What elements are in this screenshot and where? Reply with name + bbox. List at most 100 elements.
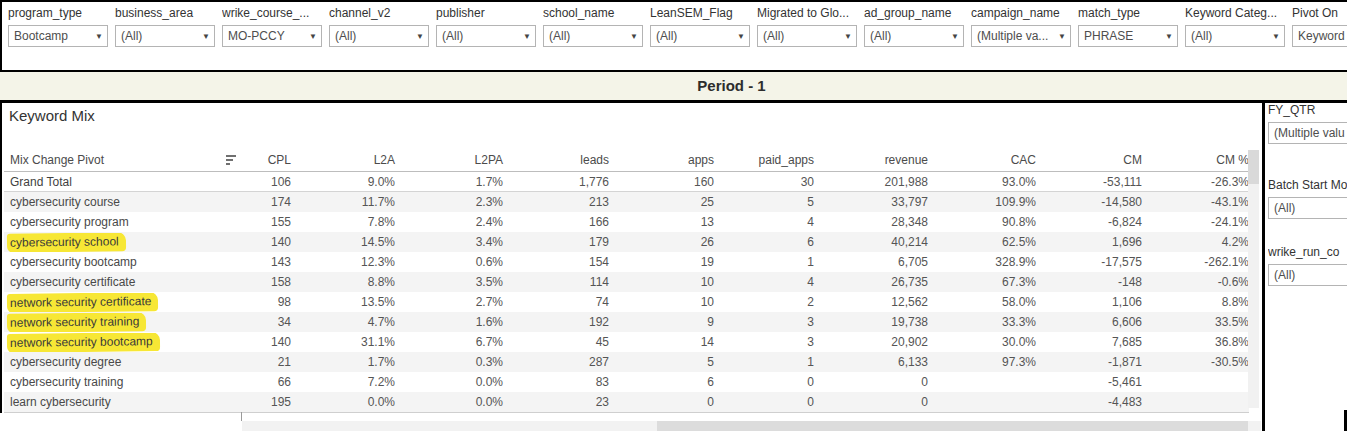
cell-l2pa[interactable]: 0.3% bbox=[395, 355, 503, 369]
cell-l2pa[interactable]: 0.0% bbox=[395, 375, 503, 389]
side-filter-dropdown-wrike-run-co[interactable]: (All)▼ bbox=[1268, 264, 1347, 286]
cell-cm[interactable]: -0.6% bbox=[1142, 275, 1249, 289]
cell-paid-apps[interactable]: 6 bbox=[714, 235, 814, 249]
row-label-cell[interactable]: Grand Total bbox=[4, 175, 244, 189]
filter-dropdown-school-name[interactable]: (All)▼ bbox=[543, 25, 643, 47]
cell-l2a[interactable]: 31.1% bbox=[291, 335, 395, 349]
cell-paid-apps[interactable]: 2 bbox=[714, 295, 814, 309]
side-filter-dropdown-fy-qtr[interactable]: (Multiple valu▼ bbox=[1268, 122, 1347, 144]
column-header-cpl[interactable]: CPL bbox=[244, 153, 291, 167]
sort-descending-icon[interactable] bbox=[226, 155, 236, 165]
row-header-cell[interactable]: Mix Change Pivot bbox=[4, 153, 244, 167]
cell-l2pa[interactable]: 6.7% bbox=[395, 335, 503, 349]
cell-cm[interactable]: -148 bbox=[1036, 275, 1142, 289]
cell-cm[interactable]: -26.3% bbox=[1142, 175, 1249, 189]
filter-dropdown-publisher[interactable]: (All)▼ bbox=[436, 25, 536, 47]
cell-cpl[interactable]: 195 bbox=[244, 395, 291, 409]
chevron-down-icon[interactable]: ▼ bbox=[523, 32, 531, 41]
horizontal-scrollbar[interactable] bbox=[242, 421, 1261, 431]
cell-l2a[interactable]: 8.8% bbox=[291, 275, 395, 289]
cell-cac[interactable]: 328.9% bbox=[928, 255, 1036, 269]
row-label-cell[interactable]: cybersecurity course bbox=[4, 195, 244, 209]
column-header-cm[interactable]: CM % bbox=[1142, 153, 1249, 167]
row-label-cell[interactable]: cybersecurity school bbox=[4, 233, 244, 252]
vertical-scrollbar[interactable] bbox=[1248, 150, 1259, 408]
horizontal-scrollbar-thumb[interactable] bbox=[657, 421, 1248, 431]
cell-l2pa[interactable]: 3.4% bbox=[395, 235, 503, 249]
cell-cm[interactable]: -30.5% bbox=[1142, 355, 1249, 369]
row-label-cell[interactable]: cybersecurity bootcamp bbox=[4, 255, 244, 269]
cell-cm[interactable]: -24.1% bbox=[1142, 215, 1249, 229]
cell-apps[interactable]: 5 bbox=[609, 355, 714, 369]
column-header-paid-apps[interactable]: paid_apps bbox=[714, 153, 814, 167]
cell-revenue[interactable]: 0 bbox=[814, 395, 928, 409]
cell-paid-apps[interactable]: 30 bbox=[714, 175, 814, 189]
cell-cpl[interactable]: 140 bbox=[244, 235, 291, 249]
row-label-cell[interactable]: cybersecurity degree bbox=[4, 355, 244, 369]
side-filter-dropdown-batch-start-mo[interactable]: (All)▼ bbox=[1268, 197, 1347, 219]
cell-paid-apps[interactable]: 4 bbox=[714, 215, 814, 229]
cell-paid-apps[interactable]: 0 bbox=[714, 395, 814, 409]
cell-cm[interactable]: -262.1% bbox=[1142, 255, 1249, 269]
cell-leads[interactable]: 154 bbox=[503, 255, 609, 269]
cell-paid-apps[interactable]: 3 bbox=[714, 315, 814, 329]
cell-apps[interactable]: 6 bbox=[609, 375, 714, 389]
cell-apps[interactable]: 26 bbox=[609, 235, 714, 249]
cell-leads[interactable]: 179 bbox=[503, 235, 609, 249]
cell-paid-apps[interactable]: 1 bbox=[714, 255, 814, 269]
chevron-down-icon[interactable]: ▼ bbox=[1058, 32, 1066, 41]
column-header-apps[interactable]: apps bbox=[609, 153, 714, 167]
cell-cm[interactable]: 1,696 bbox=[1036, 235, 1142, 249]
cell-cpl[interactable]: 158 bbox=[244, 275, 291, 289]
cell-apps[interactable]: 0 bbox=[609, 395, 714, 409]
cell-cm[interactable]: 36.8% bbox=[1142, 335, 1249, 349]
cell-l2a[interactable]: 14.5% bbox=[291, 235, 395, 249]
cell-paid-apps[interactable]: 0 bbox=[714, 375, 814, 389]
cell-leads[interactable]: 45 bbox=[503, 335, 609, 349]
cell-cac[interactable]: 97.3% bbox=[928, 355, 1036, 369]
cell-paid-apps[interactable]: 4 bbox=[714, 275, 814, 289]
row-label-cell[interactable]: network security bootcamp bbox=[4, 333, 244, 352]
cell-apps[interactable]: 160 bbox=[609, 175, 714, 189]
cell-leads[interactable]: 166 bbox=[503, 215, 609, 229]
cell-leads[interactable]: 192 bbox=[503, 315, 609, 329]
chevron-down-icon[interactable]: ▼ bbox=[309, 32, 317, 41]
cell-cpl[interactable]: 106 bbox=[244, 175, 291, 189]
column-header-leads[interactable]: leads bbox=[503, 153, 609, 167]
row-label-cell[interactable]: cybersecurity training bbox=[4, 375, 244, 389]
cell-cac[interactable]: 30.0% bbox=[928, 335, 1036, 349]
cell-revenue[interactable]: 0 bbox=[814, 375, 928, 389]
cell-cm[interactable]: -4,483 bbox=[1036, 395, 1142, 409]
cell-cm[interactable]: -14,580 bbox=[1036, 195, 1142, 209]
cell-cpl[interactable]: 143 bbox=[244, 255, 291, 269]
cell-cm[interactable]: -1,871 bbox=[1036, 355, 1142, 369]
cell-paid-apps[interactable]: 3 bbox=[714, 335, 814, 349]
cell-paid-apps[interactable]: 1 bbox=[714, 355, 814, 369]
cell-apps[interactable]: 25 bbox=[609, 195, 714, 209]
cell-l2pa[interactable]: 1.6% bbox=[395, 315, 503, 329]
cell-cpl[interactable]: 98 bbox=[244, 295, 291, 309]
cell-cm[interactable]: 6,606 bbox=[1036, 315, 1142, 329]
cell-apps[interactable]: 19 bbox=[609, 255, 714, 269]
cell-l2pa[interactable]: 1.7% bbox=[395, 175, 503, 189]
cell-l2a[interactable]: 1.7% bbox=[291, 355, 395, 369]
cell-cpl[interactable]: 34 bbox=[244, 315, 291, 329]
row-label-cell[interactable]: cybersecurity program bbox=[4, 215, 244, 229]
column-header-cm[interactable]: CM bbox=[1036, 153, 1142, 167]
cell-cac[interactable]: 33.3% bbox=[928, 315, 1036, 329]
filter-dropdown-ad-group-name[interactable]: (All)▼ bbox=[864, 25, 964, 47]
chevron-down-icon[interactable]: ▼ bbox=[95, 32, 103, 41]
cell-l2a[interactable]: 7.2% bbox=[291, 375, 395, 389]
cell-l2pa[interactable]: 2.4% bbox=[395, 215, 503, 229]
cell-l2a[interactable]: 4.7% bbox=[291, 315, 395, 329]
filter-dropdown-wrike-course[interactable]: MO-PCCY▼ bbox=[222, 25, 322, 47]
cell-apps[interactable]: 13 bbox=[609, 215, 714, 229]
cell-l2a[interactable]: 9.0% bbox=[291, 175, 395, 189]
cell-cpl[interactable]: 140 bbox=[244, 335, 291, 349]
filter-dropdown-campaign-name[interactable]: (Multiple va...▼ bbox=[971, 25, 1071, 47]
chevron-down-icon[interactable]: ▼ bbox=[202, 32, 210, 41]
cell-leads[interactable]: 83 bbox=[503, 375, 609, 389]
cell-cac[interactable]: 62.5% bbox=[928, 235, 1036, 249]
cell-cm[interactable]: -6,824 bbox=[1036, 215, 1142, 229]
row-label-cell[interactable]: learn cybersecurity bbox=[4, 395, 244, 409]
